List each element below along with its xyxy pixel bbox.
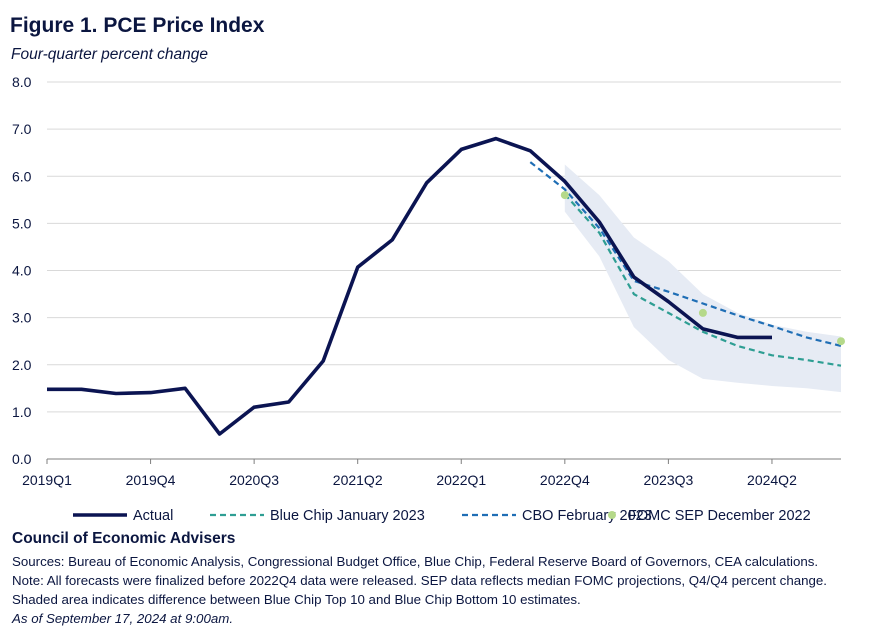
- organization-name: Council of Economic Advisers: [12, 530, 236, 547]
- y-tick-label: 6.0: [12, 168, 32, 184]
- legend-label-actual: Actual: [133, 508, 173, 524]
- actual-line: [47, 136, 772, 436]
- forecast-range-band: [564, 164, 841, 393]
- legend-swatch-fomc-sep-december-2022: [608, 511, 616, 519]
- y-tick-label: 0.0: [12, 451, 32, 467]
- sources-note: Sources: Bureau of Economic Analysis, Co…: [12, 554, 819, 569]
- fomc-sep-december-2022-point: [698, 308, 707, 317]
- y-tick-label: 1.0: [12, 404, 32, 420]
- blue-chip-january-2023-line: [563, 193, 842, 367]
- chart-subtitle: Four-quarter percent change: [11, 46, 209, 63]
- y-tick-label: 4.0: [12, 263, 32, 279]
- forecast-range-band-layer: [564, 164, 841, 393]
- legend-label-cbo-february-2023: CBO February 2023: [522, 508, 652, 524]
- y-tick-label: 3.0: [12, 310, 32, 326]
- forecast-note: Note: All forecasts were finalized befor…: [12, 573, 827, 588]
- y-tick-label: 5.0: [12, 215, 32, 231]
- x-tick-label: 2024Q2: [747, 472, 797, 488]
- y-tick-label: 8.0: [12, 74, 32, 90]
- y-tick-label: 2.0: [12, 357, 32, 373]
- fomc-sep-december-2022-point: [837, 337, 845, 346]
- legend: Actual Blue Chip January 2023 CBO February…: [73, 508, 811, 524]
- footer: Council of Economic Advisers Sources: Bu…: [12, 530, 882, 628]
- fomc-sep-december-2022-point: [560, 191, 569, 200]
- legend-label-blue-chip-january-2023: Blue Chip January 2023: [270, 508, 425, 524]
- y-tick-label: 7.0: [12, 121, 32, 137]
- chart-title: Figure 1. PCE Price Index: [10, 14, 265, 37]
- pce-line-chart: 0.0 1.0 2.0 3.0 4.0 5.0 6.0 7.0 8.0 2019Q1 2019Q4 2…: [12, 74, 845, 524]
- legend-label-fomc-sep-december-2022: FOMC SEP December 2022: [628, 508, 811, 524]
- axes: 0.0 1.0 2.0 3.0 4.0 5.0 6.0 7.0 8.0 2019Q1 2019Q4 2…: [12, 74, 841, 488]
- x-tick-label: 2021Q2: [333, 472, 383, 488]
- shaded-area-note: Shaded area indicates difference between…: [12, 592, 581, 607]
- x-tick-label: 2020Q3: [229, 472, 279, 488]
- series-layer: [47, 136, 845, 436]
- x-tick-label: 2019Q1: [22, 472, 72, 488]
- cbo-february-2023-line: [529, 161, 842, 347]
- x-tick-label: 2019Q4: [126, 472, 176, 488]
- x-tick-label: 2022Q1: [436, 472, 486, 488]
- x-tick-label: 2023Q3: [643, 472, 693, 488]
- as-of-date: As of September 17, 2024 at 9:00am.: [12, 611, 234, 626]
- x-tick-label: 2022Q4: [540, 472, 590, 488]
